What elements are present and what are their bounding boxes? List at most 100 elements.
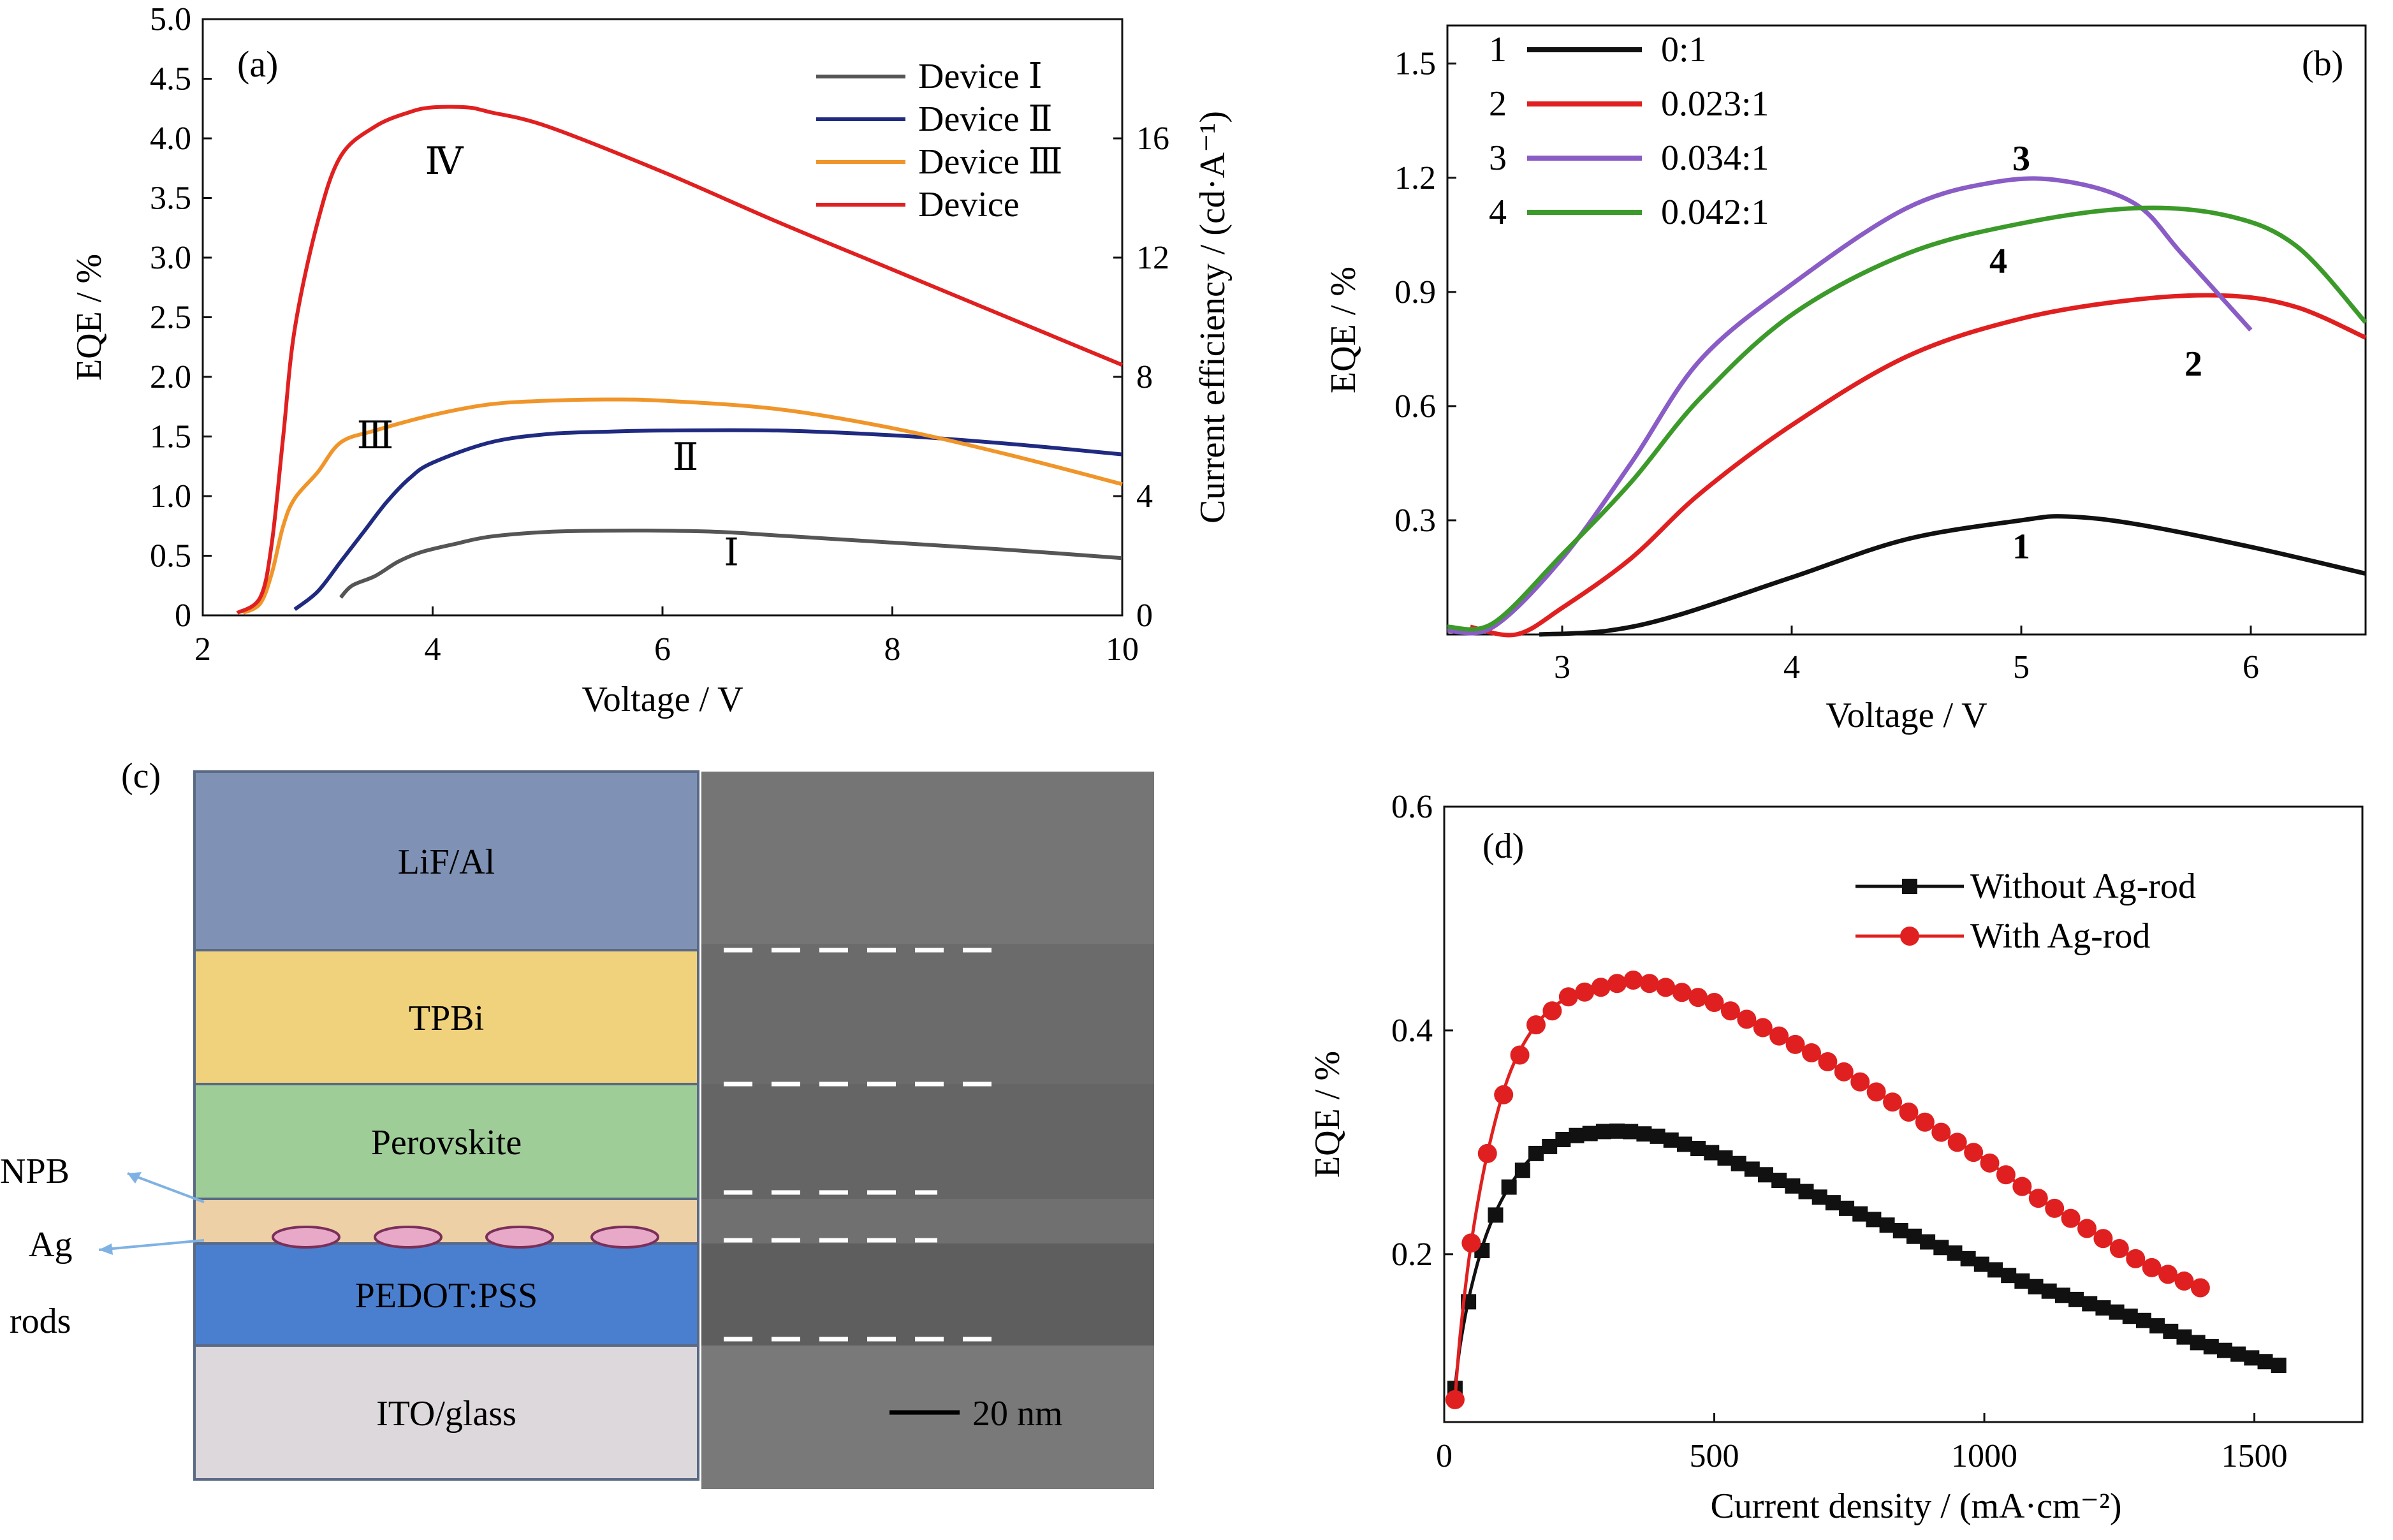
data-point xyxy=(2095,1300,2111,1316)
x-tick-label: 10 xyxy=(1106,631,1139,668)
data-point xyxy=(2077,1219,2097,1238)
layer-label: PEDOT:PSS xyxy=(355,1276,538,1316)
y-axis-label: EQE / % xyxy=(1308,1051,1347,1178)
x-axis-label: Voltage / V xyxy=(1826,696,1987,735)
legend-label: Device Ⅰ xyxy=(918,57,1043,96)
series-line xyxy=(293,428,1123,612)
legend-label: 0.042:1 xyxy=(1661,193,1769,232)
data-point xyxy=(1555,1131,1571,1147)
data-point xyxy=(1609,1123,1625,1139)
data-point xyxy=(1623,970,1643,990)
data-point xyxy=(1769,1026,1789,1046)
data-point xyxy=(1672,983,1692,1002)
y-axis-label: EQE / % xyxy=(1324,267,1363,393)
data-point xyxy=(2012,1177,2032,1196)
data-point xyxy=(1676,1136,1692,1152)
legend-label: With Ag-rod xyxy=(1970,916,2150,956)
y2-axis-label: Current efficiency / (cd·A⁻¹) xyxy=(1193,111,1233,524)
device-layer xyxy=(193,770,699,951)
data-point xyxy=(1656,978,1676,997)
data-point xyxy=(2061,1208,2081,1228)
y-tick-label: 3.5 xyxy=(150,180,191,217)
legend-number: 1 xyxy=(1489,30,1507,70)
data-point xyxy=(2028,1279,2044,1294)
series-line xyxy=(236,105,1123,615)
data-point xyxy=(2068,1291,2084,1307)
data-point xyxy=(1852,1206,1868,1222)
device-layer xyxy=(193,1242,699,1347)
data-point xyxy=(2122,1309,2138,1324)
data-point xyxy=(2149,1318,2165,1334)
y-tick-label: 2.0 xyxy=(150,359,191,395)
plot-frame xyxy=(1446,24,2367,636)
panel-d-chart: 0 500 1000 1500 0.2 0.4 0.6 Current density / (… xyxy=(1308,789,2364,1526)
data-point xyxy=(1947,1245,1963,1261)
legend-number: 4 xyxy=(1489,193,1507,232)
series-label: Ⅱ xyxy=(673,436,699,478)
legend-label: Device Ⅱ xyxy=(918,99,1053,139)
scale-bar-label: 20 nm xyxy=(972,1394,1063,1434)
data-point xyxy=(1980,1153,2000,1173)
data-point xyxy=(1839,1200,1855,1216)
y-tick-label: 5.0 xyxy=(150,1,191,38)
data-point xyxy=(2271,1358,2287,1374)
series-label: 1 xyxy=(2012,527,2030,567)
y-tick-label: 1.5 xyxy=(1394,46,1436,82)
data-point xyxy=(1623,1124,1639,1140)
data-point xyxy=(1514,1162,1530,1178)
y-tick-label: 1.2 xyxy=(1394,160,1436,196)
data-point xyxy=(2041,1283,2057,1299)
series-line xyxy=(339,528,1123,599)
y-axis-label: EQE / % xyxy=(70,254,109,381)
tem-band xyxy=(701,1199,1154,1243)
data-point xyxy=(1690,1141,1706,1157)
data-point xyxy=(1753,1018,1773,1038)
data-point xyxy=(1477,1143,1497,1163)
data-point xyxy=(1639,974,1659,994)
x-tick-label: 4 xyxy=(425,631,441,668)
y-tick-label: 2.5 xyxy=(150,300,191,336)
data-point xyxy=(2176,1329,2192,1345)
data-point xyxy=(1811,1189,1827,1205)
data-point xyxy=(2174,1271,2194,1291)
data-point xyxy=(1987,1262,2003,1278)
data-point xyxy=(1501,1179,1517,1195)
series-label: 3 xyxy=(2012,139,2030,179)
y2-tick-label: 4 xyxy=(1136,478,1153,515)
layer-label: Perovskite xyxy=(371,1123,522,1162)
y-tick-label: 0.5 xyxy=(150,538,191,575)
data-point xyxy=(2142,1258,2162,1277)
data-point xyxy=(1542,1001,1562,1021)
data-point xyxy=(1461,1233,1481,1253)
y-tick-label: 1.0 xyxy=(150,478,191,515)
series-line xyxy=(1447,205,2367,632)
y-tick-label: 0.3 xyxy=(1394,502,1436,539)
x-tick-label: 2 xyxy=(194,631,211,668)
data-point xyxy=(1744,1161,1760,1177)
data-point xyxy=(2001,1268,2017,1284)
panel-a-chart: 2 4 6 8 1000.51.01.52.02.53.03.54.04.55.0048… xyxy=(70,1,1233,719)
series-line xyxy=(1470,293,2367,638)
legend-label: Device xyxy=(918,185,1020,224)
x-tick-label: 6 xyxy=(654,631,671,668)
x-tick-label: 4 xyxy=(1783,649,1800,686)
ag-label: Ag xyxy=(29,1225,72,1265)
layer-label: TPBi xyxy=(409,999,484,1038)
data-point xyxy=(2126,1249,2146,1268)
data-point xyxy=(1866,1212,1882,1228)
x-axis-label: Current density / (mA·cm⁻²) xyxy=(1710,1486,2121,1526)
legend-label: 0.034:1 xyxy=(1661,138,1769,178)
data-point xyxy=(1906,1228,1922,1244)
series-label: 2 xyxy=(2184,344,2202,384)
y2-tick-label: 16 xyxy=(1136,121,1169,157)
data-point xyxy=(1445,1390,1465,1409)
y-tick-label: 0.4 xyxy=(1391,1013,1433,1049)
data-point xyxy=(2135,1312,2151,1328)
x-tick-label: 1500 xyxy=(2221,1438,2288,1474)
data-point xyxy=(1899,1102,1919,1122)
data-point xyxy=(1834,1062,1854,1082)
panel-label: (b) xyxy=(2302,44,2343,84)
series-label: Ⅲ xyxy=(356,414,393,457)
data-point xyxy=(1582,1126,1598,1141)
